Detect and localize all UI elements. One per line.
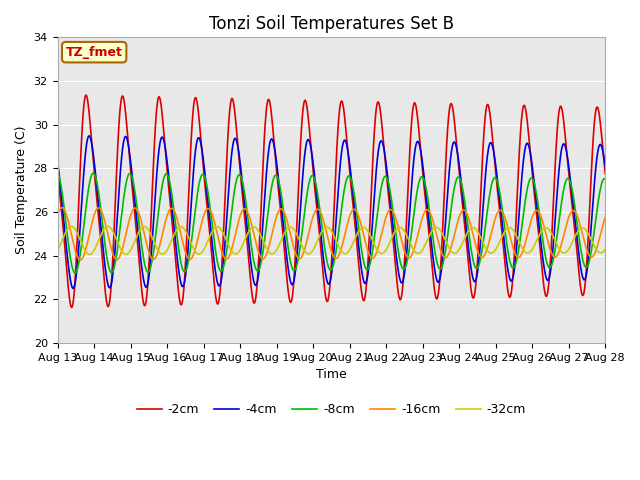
- -32cm: [67, 223, 75, 229]
- -4cm: [591, 176, 598, 182]
- -2cm: [54, 167, 61, 172]
- -8cm: [116, 223, 124, 228]
- -4cm: [116, 169, 124, 175]
- Legend: -2cm, -4cm, -8cm, -16cm, -32cm: -2cm, -4cm, -8cm, -16cm, -32cm: [132, 398, 531, 421]
- -4cm: [602, 163, 609, 169]
- -8cm: [532, 187, 540, 193]
- -32cm: [149, 236, 157, 242]
- -32cm: [602, 246, 609, 252]
- -2cm: [149, 175, 157, 180]
- Line: -2cm: -2cm: [58, 95, 605, 307]
- -4cm: [532, 193, 540, 199]
- -8cm: [288, 264, 296, 269]
- Line: -16cm: -16cm: [58, 208, 605, 260]
- -8cm: [264, 210, 272, 216]
- -4cm: [264, 154, 272, 160]
- -8cm: [149, 253, 157, 259]
- -16cm: [591, 251, 598, 256]
- -2cm: [591, 116, 598, 121]
- -4cm: [54, 157, 61, 163]
- -2cm: [532, 204, 540, 209]
- -16cm: [264, 247, 272, 253]
- -32cm: [532, 240, 540, 245]
- -2cm: [288, 298, 296, 303]
- -8cm: [90, 170, 97, 176]
- -2cm: [82, 92, 90, 98]
- -16cm: [54, 213, 61, 218]
- -2cm: [602, 170, 609, 176]
- Line: -4cm: -4cm: [58, 136, 605, 288]
- Line: -8cm: -8cm: [58, 173, 605, 273]
- X-axis label: Time: Time: [316, 368, 347, 381]
- Y-axis label: Soil Temperature (C): Soil Temperature (C): [15, 126, 28, 254]
- -2cm: [68, 304, 76, 310]
- Text: TZ_fmet: TZ_fmet: [66, 46, 123, 59]
- -8cm: [71, 270, 79, 276]
- -16cm: [602, 215, 609, 220]
- -8cm: [54, 170, 61, 176]
- Title: Tonzi Soil Temperatures Set B: Tonzi Soil Temperatures Set B: [209, 15, 454, 33]
- -32cm: [116, 245, 124, 251]
- -4cm: [69, 286, 77, 291]
- -16cm: [77, 257, 84, 263]
- Line: -32cm: -32cm: [58, 226, 605, 254]
- -32cm: [86, 252, 93, 257]
- -16cm: [58, 205, 66, 211]
- -8cm: [591, 224, 598, 230]
- -16cm: [149, 256, 157, 262]
- -32cm: [54, 248, 61, 253]
- -16cm: [116, 252, 124, 258]
- -16cm: [288, 237, 296, 242]
- -4cm: [288, 281, 296, 287]
- -2cm: [264, 97, 272, 103]
- -16cm: [532, 208, 540, 214]
- -32cm: [264, 248, 272, 253]
- -32cm: [288, 225, 296, 230]
- -4cm: [149, 228, 157, 234]
- -2cm: [116, 104, 124, 109]
- -4cm: [85, 133, 93, 139]
- -8cm: [602, 176, 609, 182]
- -32cm: [591, 244, 598, 250]
